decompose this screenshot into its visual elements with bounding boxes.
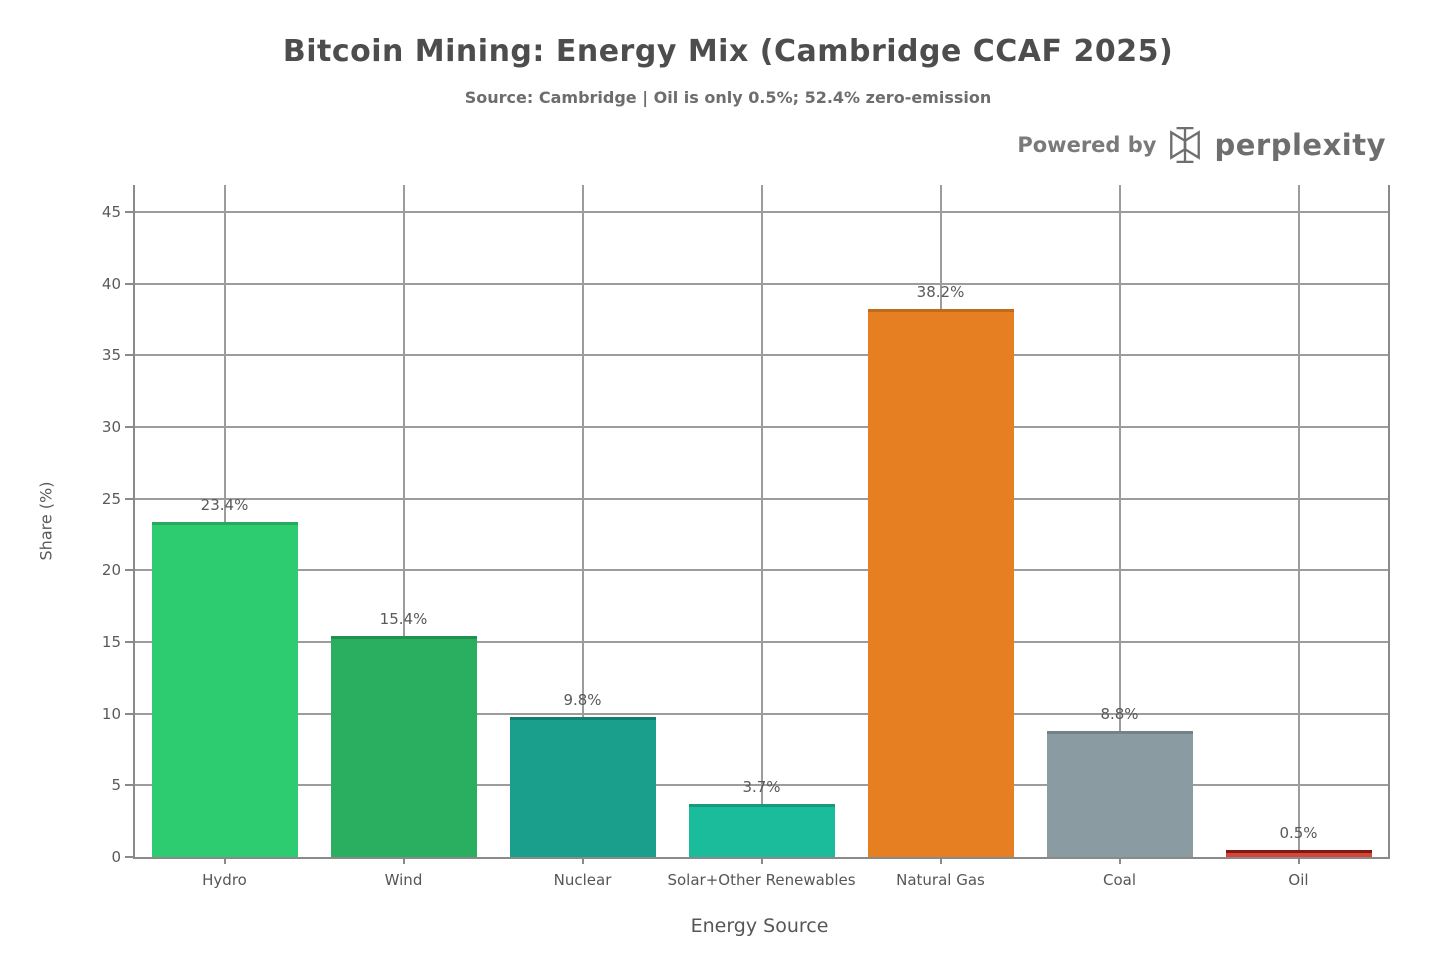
bar-value-label: 38.2%	[916, 283, 965, 302]
bar-value-label: 8.8%	[1100, 704, 1139, 723]
powered-by-label: Powered by	[1017, 133, 1157, 157]
y-tick-label: 35	[101, 346, 121, 365]
x-category-label: Hydro	[202, 871, 247, 889]
v-gridline	[1297, 185, 1300, 857]
y-tick-label: 30	[101, 418, 121, 436]
perplexity-logo-icon	[1166, 126, 1204, 164]
x-category-label: Wind	[384, 871, 423, 889]
perplexity-wordmark: perplexity	[1214, 128, 1386, 162]
x-tick-mark	[760, 857, 763, 864]
y-tick-mark	[125, 282, 133, 285]
x-tick-mark	[1118, 857, 1121, 864]
y-tick-mark	[125, 211, 133, 213]
bar-oil	[1225, 849, 1372, 857]
y-tick-label: 0	[111, 848, 121, 866]
x-category-label: Oil	[1288, 871, 1309, 889]
x-tick-mark	[581, 857, 584, 864]
v-gridline	[760, 185, 763, 857]
x-tick-mark	[939, 857, 942, 864]
v-gridline	[1118, 185, 1121, 857]
x-tick-mark	[223, 857, 226, 864]
y-tick-mark	[125, 641, 133, 643]
x-category-label: Solar+Other Renewables	[667, 871, 856, 889]
powered-by-branding: Powered by perplexity	[1017, 122, 1386, 168]
chart-subtitle: Source: Cambridge | Oil is only 0.5%; 52…	[464, 88, 992, 107]
y-tick-mark	[125, 569, 133, 572]
y-tick-label: 15	[101, 633, 121, 651]
y-tick-mark	[125, 426, 133, 428]
y-tick-mark	[125, 497, 133, 500]
y-tick-label: 40	[101, 274, 121, 293]
x-category-label: Natural Gas	[896, 871, 985, 889]
x-tick-mark	[1297, 857, 1300, 864]
x-category-label: Nuclear	[553, 871, 612, 889]
x-category-label: Coal	[1102, 871, 1136, 889]
y-axis-title: Share (%)	[36, 481, 56, 561]
y-tick-label: 45	[101, 203, 121, 221]
y-tick-mark	[125, 784, 133, 787]
x-axis-title: Energy Source	[690, 915, 829, 937]
y-tick-mark	[125, 856, 133, 858]
bar-value-label: 3.7%	[742, 777, 781, 796]
y-tick-label: 25	[101, 489, 121, 508]
bar-nuclear	[509, 716, 656, 857]
v-gridline	[581, 185, 584, 857]
bar-value-label: 9.8%	[563, 690, 602, 709]
y-tick-mark	[125, 354, 133, 357]
bar-solar-other-renewables	[688, 803, 835, 857]
bar-hydro	[151, 521, 298, 857]
bar-value-label: 23.4%	[200, 495, 249, 514]
bar-coal	[1046, 730, 1193, 857]
v-gridline	[223, 185, 226, 857]
v-gridline	[402, 185, 405, 857]
x-tick-mark	[402, 857, 405, 864]
bar-value-label: 0.5%	[1279, 823, 1318, 842]
bar-value-label: 15.4%	[379, 610, 428, 629]
y-tick-mark	[125, 712, 133, 715]
y-tick-label: 20	[101, 561, 121, 580]
bar-wind	[330, 636, 477, 857]
bar-natural-gas	[867, 309, 1014, 857]
chart-title: Bitcoin Mining: Energy Mix (Cambridge CC…	[282, 34, 1174, 69]
y-tick-label: 5	[111, 776, 121, 795]
y-tick-label: 10	[101, 704, 121, 723]
plot-area: 0 5 10 15 20 25 30 35 40 45 23.4% Hydro 15.4% Wind 9.8…	[102, 185, 1390, 889]
